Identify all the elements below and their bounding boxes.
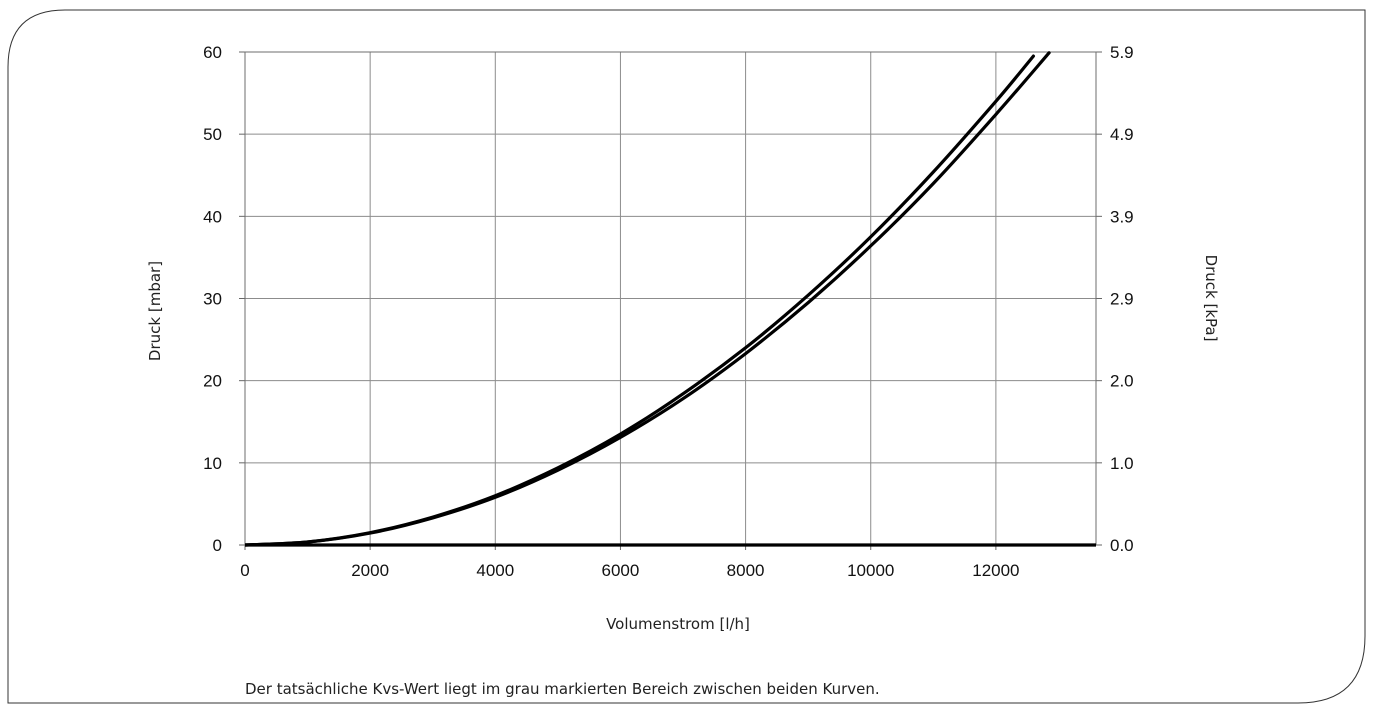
footnote: Der tatsächliche Kvs-Wert liegt im grau …: [245, 680, 880, 698]
y2-tick-label: 5.9: [1110, 43, 1134, 62]
y-axis-title: Druck [mbar]: [146, 261, 164, 361]
y-tick-label: 20: [203, 372, 222, 391]
x-tick-label: 2000: [351, 561, 389, 580]
y2-tick-label: 4.9: [1110, 125, 1134, 144]
y2-tick-label: 0.0: [1110, 536, 1134, 555]
y-tick-label: 0: [213, 536, 222, 555]
x-tick-label: 0: [240, 561, 249, 580]
card-frame: [7, 9, 1366, 704]
y-tick-label: 30: [203, 290, 222, 309]
data-series: [245, 51, 1096, 547]
y-tick-label: 10: [203, 454, 222, 473]
x-tick-label: 4000: [476, 561, 514, 580]
y-tick-label: 40: [203, 207, 222, 226]
x-tick-label: 6000: [602, 561, 640, 580]
x-tick-label: 10000: [847, 561, 894, 580]
y2-tick-label: 2.9: [1110, 290, 1134, 309]
y-tick-label: 60: [203, 43, 222, 62]
x-tick-label: 8000: [727, 561, 765, 580]
y2-tick-label: 3.9: [1110, 207, 1134, 226]
x-axis-title: Volumenstrom [l/h]: [606, 615, 750, 633]
right-axis-title: Druck [kPa]: [1202, 255, 1220, 342]
tick-labels: 0 2000 4000 6000 8000 10000 12000 0 0.0 10 1.0 20 2.…: [203, 43, 1134, 580]
x-tick-label: 12000: [972, 561, 1019, 580]
plot-area: 0 2000 4000 6000 8000 10000 12000 0 0.0 10 1.0 20 2.…: [203, 43, 1134, 580]
y2-tick-label: 1.0: [1110, 454, 1134, 473]
series-line-2: [245, 51, 1051, 547]
y2-tick-label: 2.0: [1110, 372, 1134, 391]
y-tick-label: 50: [203, 125, 222, 144]
